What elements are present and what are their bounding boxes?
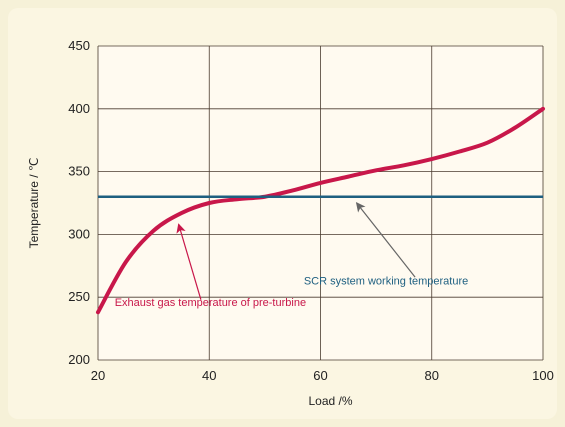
- x-tick-label: 80: [425, 368, 439, 383]
- y-tick-label: 200: [68, 352, 90, 367]
- annotation-arrow: [176, 223, 202, 300]
- y-tick-label: 400: [68, 101, 90, 116]
- y-axis-label: Temperature / ℃: [27, 158, 41, 249]
- x-tick-label: 20: [91, 368, 105, 383]
- chart-figure: 20 40 60 80 100 200 250 300 350 400 450 Load /% Temp…: [8, 8, 557, 419]
- y-tick-label: 300: [68, 226, 90, 241]
- annotation-arrow: [355, 202, 416, 278]
- annotation-label: SCR system working temperature: [304, 276, 468, 288]
- y-tick-label: 450: [68, 38, 90, 53]
- y-tick-label: 350: [68, 164, 90, 179]
- annotation-label: Exhaust gas temperature of pre-turbine: [115, 297, 306, 309]
- x-axis-label: Load /%: [308, 394, 352, 408]
- line-chart: 20 40 60 80 100 200 250 300 350 400 450 Load /% Temp…: [27, 38, 554, 408]
- series-line-exhaust-gas: [96, 106, 545, 315]
- y-tick-label: 250: [68, 289, 90, 304]
- x-tick-label: 60: [313, 368, 327, 383]
- x-tick-label: 100: [532, 368, 554, 383]
- x-tick-label: 40: [202, 368, 216, 383]
